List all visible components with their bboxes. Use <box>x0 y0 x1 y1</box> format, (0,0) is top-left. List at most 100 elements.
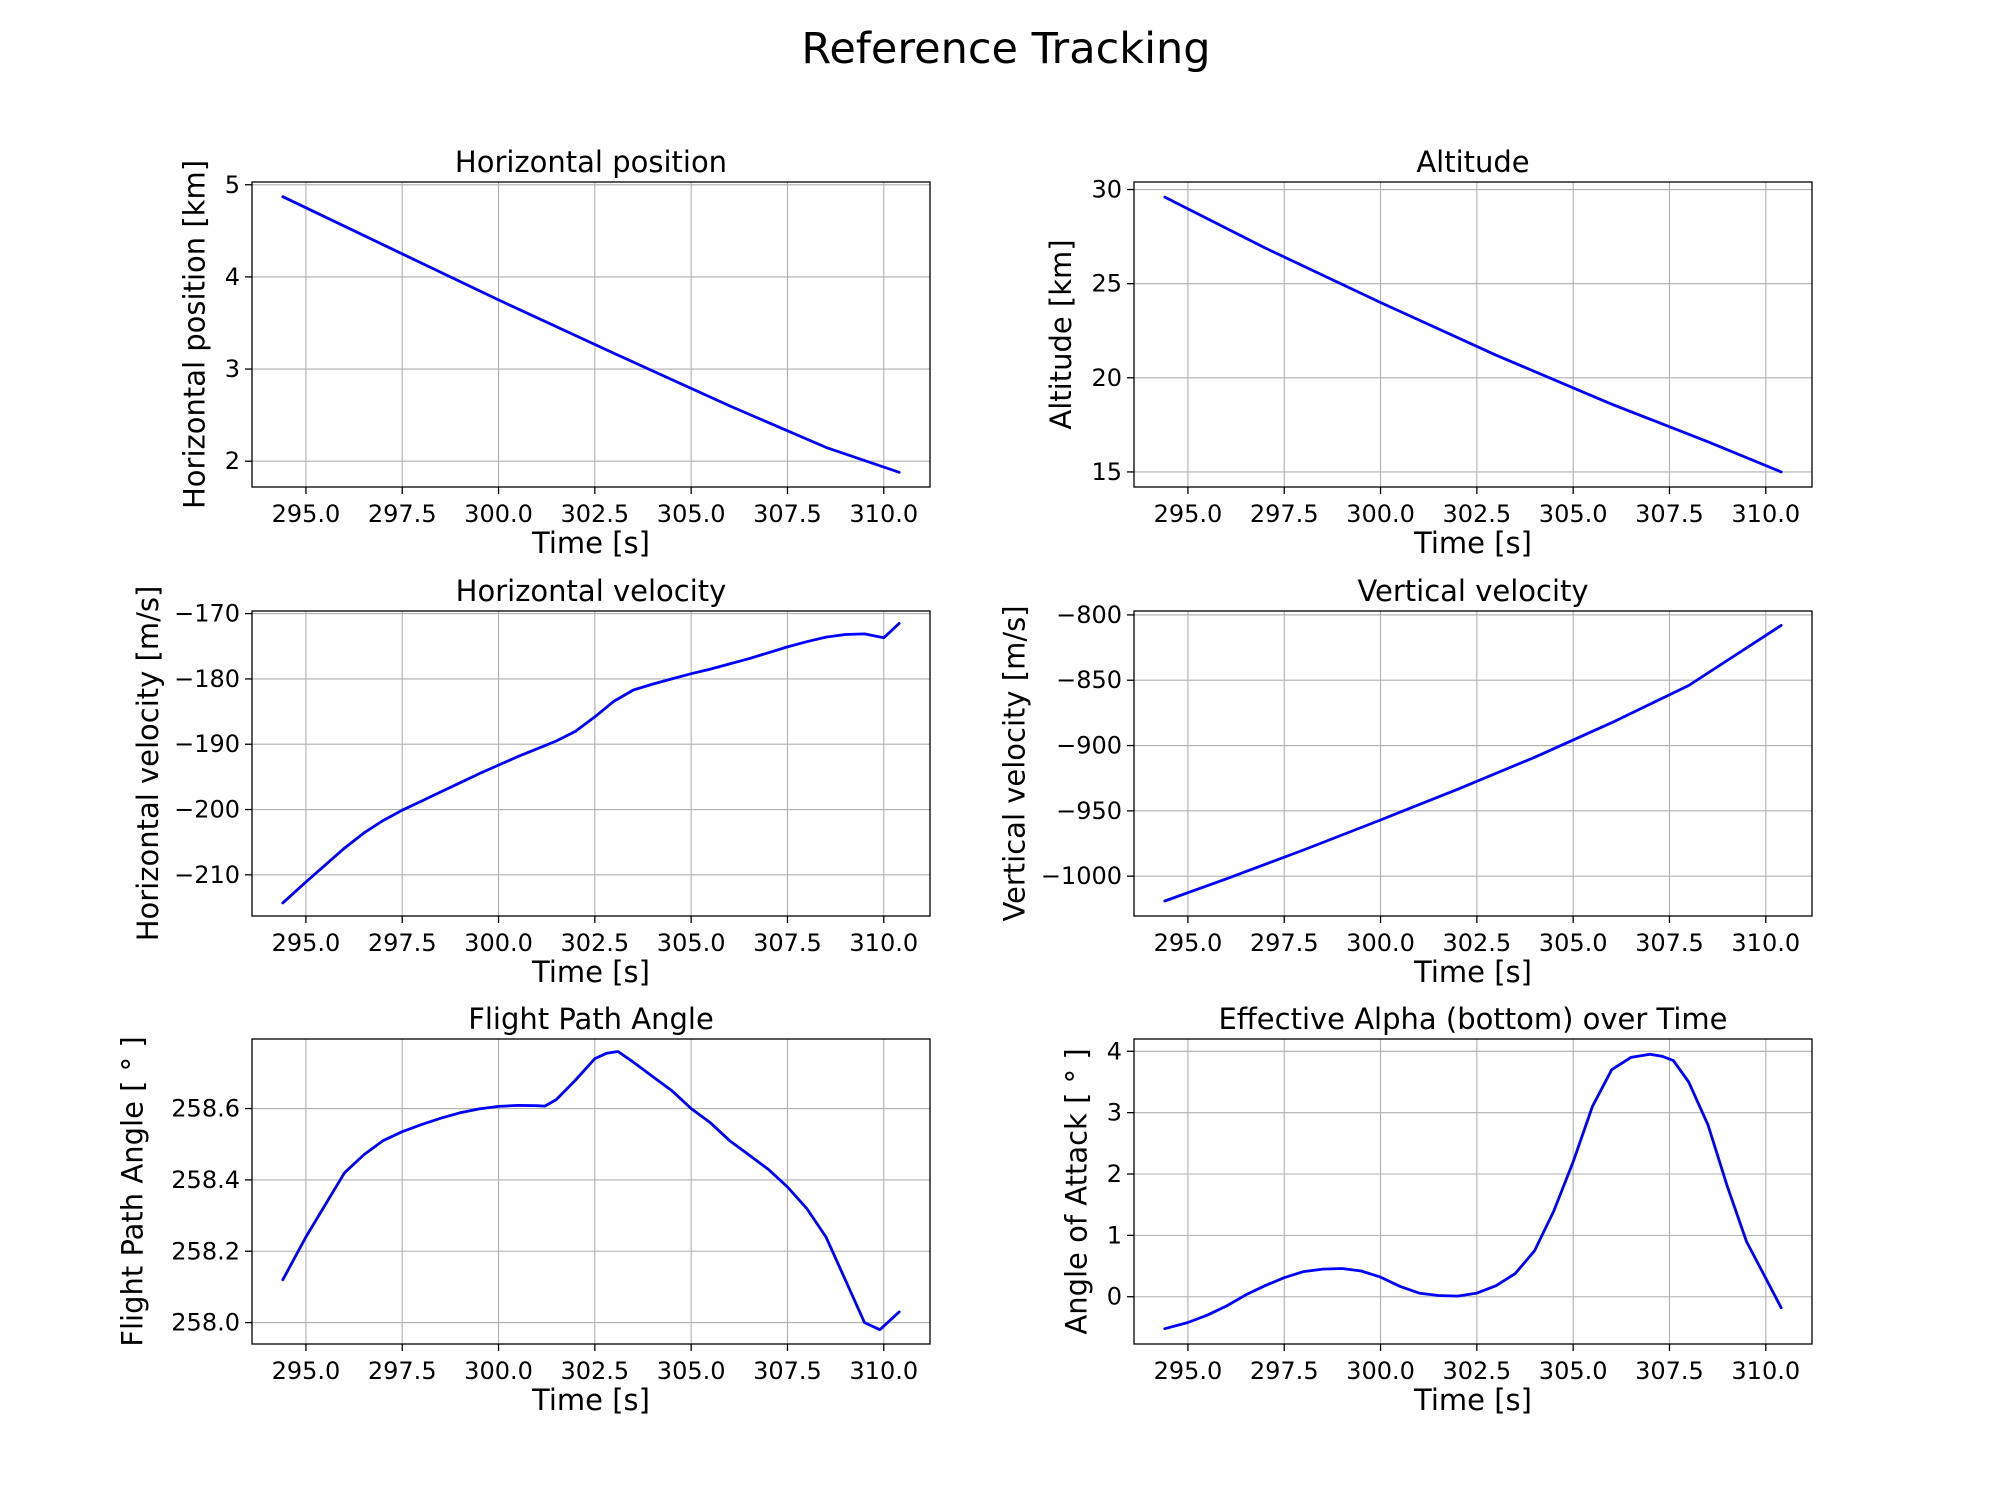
y-tick-label: −900 <box>1056 732 1122 760</box>
x-tick-label: 307.5 <box>1635 1357 1704 1385</box>
y-tick-label: −850 <box>1056 666 1122 694</box>
x-tick-label: 295.0 <box>1154 929 1223 957</box>
subplot-title: Effective Alpha (bottom) over Time <box>1218 1002 1727 1036</box>
x-axis-label: Time [s] <box>531 955 650 989</box>
y-tick-label: 1 <box>1107 1221 1122 1249</box>
y-axis-label: Vertical velocity [m/s] <box>998 605 1032 921</box>
y-tick-label: 30 <box>1091 176 1122 204</box>
x-tick-label: 305.0 <box>657 1357 726 1385</box>
y-axis-label: Horizontal position [km] <box>178 160 212 509</box>
subplot-title: Horizontal position <box>455 145 727 179</box>
y-tick-label: 2 <box>225 447 240 475</box>
x-tick-label: 302.5 <box>1442 1357 1511 1385</box>
axes-frame <box>1133 1038 1813 1345</box>
x-tick-label: 295.0 <box>1154 1357 1223 1385</box>
x-tick-label: 305.0 <box>657 929 726 957</box>
x-tick-label: 302.5 <box>560 1357 629 1385</box>
x-tick-label: 310.0 <box>849 500 918 528</box>
x-tick-label: 297.5 <box>368 1357 437 1385</box>
x-tick-label: 302.5 <box>1442 500 1511 528</box>
subplot-title: Flight Path Angle <box>468 1002 714 1036</box>
x-tick-label: 310.0 <box>1731 500 1800 528</box>
y-tick-label: 15 <box>1091 458 1122 486</box>
series-line <box>1163 195 1783 474</box>
y-tick-label: 3 <box>1107 1099 1122 1127</box>
y-tick-label: 258.4 <box>171 1166 240 1194</box>
x-axis-label: Time [s] <box>531 526 650 560</box>
y-tick-label: 258.0 <box>171 1309 240 1337</box>
axes-frame <box>251 610 931 917</box>
subplot-2: 295.0 297.5 300.0 302.5 305.0 307.5 310.0 15 20 2… <box>1044 145 1813 560</box>
x-tick-label: 300.0 <box>464 929 533 957</box>
y-tick-label: 2 <box>1107 1160 1122 1188</box>
y-axis-label: Angle of Attack [ ° ] <box>1060 1048 1094 1334</box>
y-axis-label: Flight Path Angle [ ° ] <box>116 1036 150 1346</box>
x-tick-label: 305.0 <box>1539 500 1608 528</box>
x-axis-label: Time [s] <box>1413 1383 1532 1417</box>
subplot-3: 295.0 297.5 300.0 302.5 305.0 307.5 310.0 −210 −… <box>131 574 931 989</box>
x-tick-label: 297.5 <box>1250 500 1319 528</box>
y-tick-label: 4 <box>225 263 240 291</box>
x-tick-label: 302.5 <box>560 500 629 528</box>
y-tick-label: 3 <box>225 355 240 383</box>
x-tick-label: 310.0 <box>849 929 918 957</box>
x-axis-label: Time [s] <box>1413 526 1532 560</box>
x-tick-label: 300.0 <box>464 1357 533 1385</box>
y-tick-label: −1000 <box>1041 862 1122 890</box>
x-axis-label: Time [s] <box>531 1383 650 1417</box>
y-tick-label: −180 <box>174 665 240 693</box>
subplot-6: 295.0 297.5 300.0 302.5 305.0 307.5 310.0 0 1 2 3 4… <box>1060 1002 1813 1417</box>
x-tick-label: 305.0 <box>1539 929 1608 957</box>
y-tick-label: −170 <box>174 600 240 628</box>
subplot-5: 295.0 297.5 300.0 302.5 305.0 307.5 310.0 258.0… <box>116 1002 931 1417</box>
x-tick-label: 295.0 <box>272 929 341 957</box>
x-tick-label: 295.0 <box>1154 500 1223 528</box>
x-tick-label: 305.0 <box>1539 1357 1608 1385</box>
x-tick-label: 300.0 <box>1346 500 1415 528</box>
axes-frame <box>1133 610 1813 917</box>
y-tick-label: 5 <box>225 171 240 199</box>
x-tick-label: 297.5 <box>368 929 437 957</box>
axes-frame <box>251 1038 931 1345</box>
series-line <box>281 1050 901 1332</box>
x-tick-label: 310.0 <box>1731 929 1800 957</box>
y-tick-label: 4 <box>1107 1037 1122 1065</box>
y-tick-label: 258.2 <box>171 1237 240 1265</box>
x-tick-label: 297.5 <box>1250 929 1319 957</box>
y-tick-label: −210 <box>174 861 240 889</box>
y-axis-label: Altitude [km] <box>1044 239 1078 429</box>
x-tick-label: 310.0 <box>849 1357 918 1385</box>
x-axis-label: Time [s] <box>1413 955 1532 989</box>
x-tick-label: 307.5 <box>1635 500 1704 528</box>
subplot-1: 295.0 297.5 300.0 302.5 305.0 307.5 310.02345H… <box>178 145 931 560</box>
x-tick-label: 307.5 <box>753 1357 822 1385</box>
series-line <box>281 195 901 474</box>
subplot-title: Vertical velocity <box>1357 574 1588 608</box>
y-tick-label: −950 <box>1056 797 1122 825</box>
x-tick-label: 300.0 <box>464 500 533 528</box>
x-tick-label: 310.0 <box>1731 1357 1800 1385</box>
y-axis-label: Horizontal velocity [m/s] <box>131 586 165 942</box>
axes-frame <box>1133 181 1813 488</box>
series-line <box>1163 1052 1783 1331</box>
axes-frame <box>251 181 931 488</box>
y-tick-label: 258.6 <box>171 1095 240 1123</box>
figure-title: Reference Tracking <box>801 24 1210 74</box>
x-tick-label: 307.5 <box>1635 929 1704 957</box>
series-line <box>1163 624 1783 903</box>
y-tick-label: −190 <box>174 730 240 758</box>
x-tick-label: 302.5 <box>1442 929 1511 957</box>
x-tick-label: 307.5 <box>753 500 822 528</box>
x-tick-label: 300.0 <box>1346 929 1415 957</box>
y-tick-label: −200 <box>174 796 240 824</box>
x-tick-label: 307.5 <box>753 929 822 957</box>
series-line <box>281 622 901 905</box>
subplot-title: Horizontal velocity <box>456 574 727 608</box>
x-tick-label: 302.5 <box>560 929 629 957</box>
subplot-grid: 295.0 297.5 300.0 302.5 305.0 307.5 310.02345H… <box>116 145 1813 1417</box>
subplot-4: 295.0 297.5 300.0 302.5 305.0 307.5 310.0 −1000… <box>998 574 1813 989</box>
x-tick-label: 295.0 <box>272 500 341 528</box>
y-tick-label: 25 <box>1091 270 1122 298</box>
y-tick-label: −800 <box>1056 601 1122 629</box>
